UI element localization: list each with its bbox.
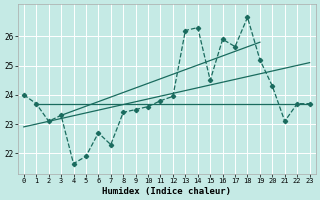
X-axis label: Humidex (Indice chaleur): Humidex (Indice chaleur) — [102, 187, 231, 196]
